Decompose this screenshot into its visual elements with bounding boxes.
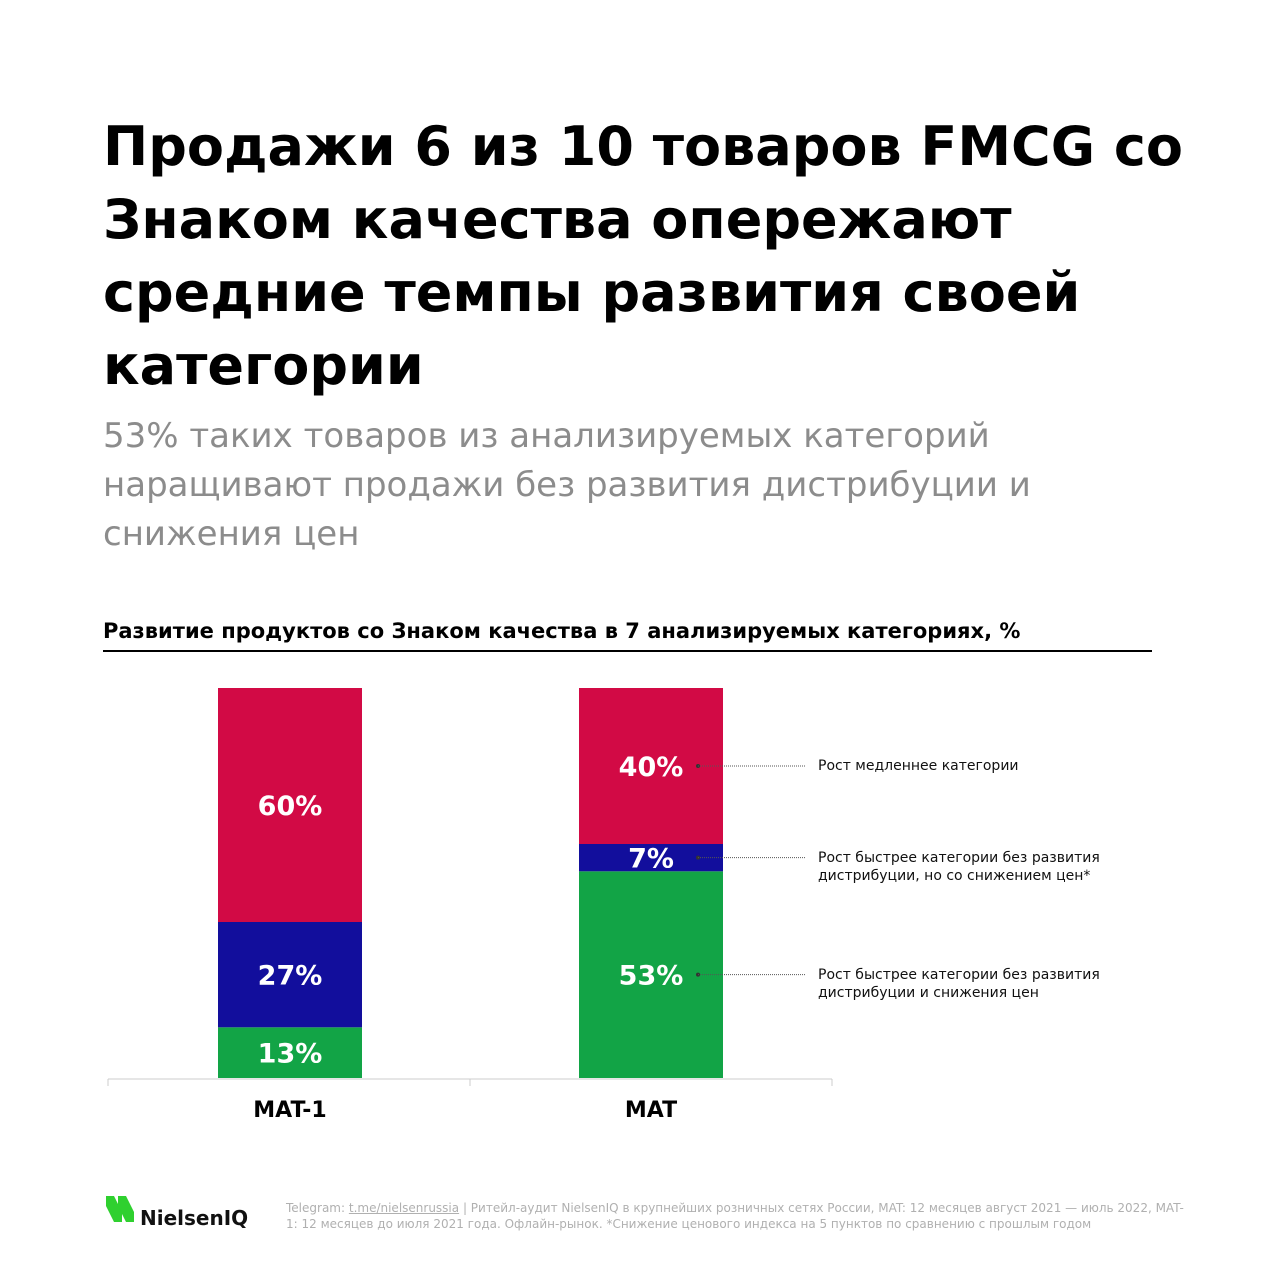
chart-title: Развитие продуктов со Знаком качества в … xyxy=(103,619,1021,643)
value-label: 60% xyxy=(258,791,323,822)
value-label: 27% xyxy=(258,961,323,992)
footer: Telegram: t.me/nielsenrussia | Ритейл-ау… xyxy=(286,1200,1186,1232)
bar-segment xyxy=(218,1027,362,1078)
bar-segment xyxy=(218,688,362,922)
telegram-link[interactable]: t.me/nielsenrussia xyxy=(348,1201,460,1215)
headline: Продажи 6 из 10 товаров FMCG со Знаком к… xyxy=(103,115,1183,397)
value-label: 7% xyxy=(628,844,674,875)
x-tick-label: MAT xyxy=(625,1098,677,1123)
logo-icon xyxy=(106,1196,134,1222)
telegram-label: Telegram: xyxy=(286,1201,346,1215)
x-tick-label: MAT-1 xyxy=(253,1098,326,1123)
logo: NielsenIQ xyxy=(140,1206,249,1230)
legend-label: Рост быстрее категории без развития дист… xyxy=(818,966,1100,1001)
legend-label: Рост быстрее категории без развития дист… xyxy=(818,849,1100,884)
footer-text: | Ритейл-аудит NielsenIQ в крупнейших ро… xyxy=(286,1201,1184,1231)
value-label: 40% xyxy=(619,752,684,783)
value-label: 53% xyxy=(619,961,684,992)
bar-segment xyxy=(218,922,362,1028)
legend-label: Рост медленнее категории xyxy=(818,758,1019,774)
subheadline: 53% таких товаров из анализируемых катег… xyxy=(103,416,1031,554)
value-label: 13% xyxy=(258,1039,323,1070)
